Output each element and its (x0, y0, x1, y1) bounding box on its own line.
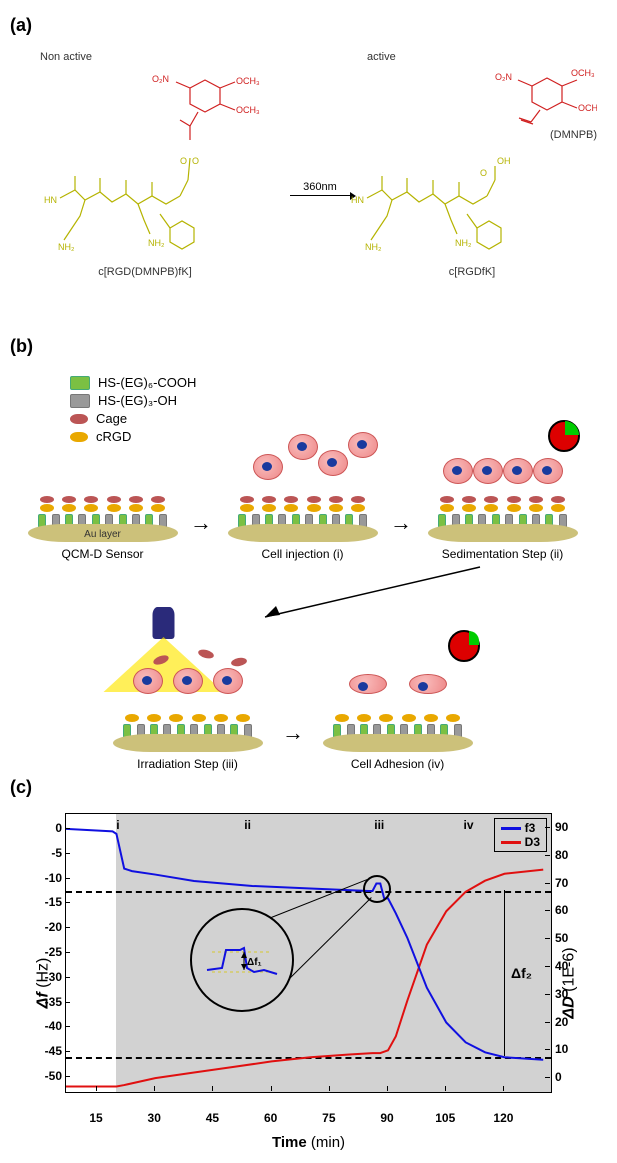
dmnpb-label: (DMNPB) (550, 129, 597, 141)
svg-text:O: O (180, 156, 187, 166)
photolysis-arrow: 360nm (290, 181, 350, 196)
step-label: Cell injection (i) (220, 547, 385, 561)
gray-pillar-icon (70, 394, 90, 408)
svg-text:O: O (192, 156, 199, 166)
step-label: Sedimentation Step (ii) (420, 547, 585, 561)
arrow-icon: → (390, 510, 412, 536)
step-sedimentation: Sedimentation Step (ii) (420, 482, 585, 561)
legend-row: HS-(EG)₆-COOH (70, 375, 196, 390)
svg-text:OCH₃: OCH₃ (236, 76, 260, 86)
diagonal-arrow (250, 562, 490, 632)
chart-legend: f3 D3 (494, 818, 547, 852)
arrow-icon: → (282, 720, 304, 746)
uncaged-structure: active OCH₃ OCH₃ O₂N (DMNPB) OH O (347, 51, 597, 278)
sensor-diagram (323, 692, 473, 752)
green-pillar-icon (70, 376, 90, 390)
panel-b-label: (b) (10, 336, 607, 357)
crgd-icon (70, 432, 88, 442)
au-layer-text: Au layer (28, 529, 178, 540)
step-label: Cell Adhesion (iv) (315, 757, 480, 771)
state-nonactive: Non active (40, 51, 92, 63)
clock-icon (548, 420, 580, 452)
svg-text:NH₂: NH₂ (58, 242, 75, 252)
cage-icon (70, 414, 88, 424)
sensor-diagram (113, 692, 263, 752)
state-active: active (367, 51, 396, 63)
legend-text: Cage (96, 411, 127, 426)
wavelength-label: 360nm (290, 181, 350, 193)
panel-b: HS-(EG)₆-COOH HS-(EG)₃-OH Cage cRGD Au l… (10, 362, 607, 772)
svg-text:HN: HN (351, 195, 364, 205)
uncaged-name: c[RGDfK] (449, 266, 495, 278)
uncaged-molecule-svg: OCH₃ OCH₃ O₂N (DMNPB) OH O HN NH₂ NH₂ (347, 68, 597, 258)
legend-row: Cage (70, 411, 196, 426)
legend-text: cRGD (96, 429, 131, 444)
floating-cells (248, 432, 358, 482)
reaction-arrow-line (290, 195, 350, 196)
svg-text:NH₂: NH₂ (365, 242, 382, 252)
cells-during-irradiation (128, 668, 248, 694)
step-label: Irradiation Step (iii) (105, 757, 270, 771)
step-irradiation: Irradiation Step (iii) (105, 692, 270, 771)
svg-text:O: O (480, 168, 487, 178)
svg-text:O₂N: O₂N (152, 74, 169, 84)
chart-inset: Δf₁ (190, 908, 294, 1012)
svg-text:O₂N: O₂N (495, 72, 512, 82)
legend-text: HS-(EG)₃-OH (98, 393, 177, 408)
caged-molecule-svg: OCH₃ OCH₃ O₂N HN NH₂ NH₂ O O (30, 68, 260, 258)
clock-icon (448, 630, 480, 662)
step-injection: Cell injection (i) (220, 482, 385, 561)
step-adhesion: Cell Adhesion (iv) (315, 692, 480, 771)
adhered-cells (338, 674, 458, 694)
panel-a: Non active OCH₃ OCH₃ O₂N HN NH₂ (10, 41, 607, 331)
sedimented-cells (443, 458, 563, 484)
step-sensor: Au layer QCM-D Sensor (20, 482, 185, 561)
svg-text:NH₂: NH₂ (148, 238, 165, 248)
arrow-icon: → (190, 510, 212, 536)
sensor-diagram (228, 482, 378, 542)
panel-b-legend: HS-(EG)₆-COOH HS-(EG)₃-OH Cage cRGD (70, 372, 196, 447)
svg-text:OCH₃: OCH₃ (571, 68, 595, 78)
svg-text:NH₂: NH₂ (455, 238, 472, 248)
caged-structure: Non active OCH₃ OCH₃ O₂N HN NH₂ (20, 51, 270, 278)
qcm-chart: iiiiiiiv f3 D3 (65, 813, 552, 1093)
legend-row: HS-(EG)₃-OH (70, 393, 196, 408)
sensor-diagram (428, 482, 578, 542)
svg-text:HN: HN (44, 195, 57, 205)
svg-text:OH: OH (497, 156, 511, 166)
legend-text: HS-(EG)₆-COOH (98, 375, 196, 390)
svg-text:OCH₃: OCH₃ (236, 105, 260, 115)
released-cage (230, 657, 247, 668)
sensor-diagram: Au layer (28, 482, 178, 542)
caged-name: c[RGD(DMNPB)fK] (98, 266, 192, 278)
legend-row: cRGD (70, 429, 196, 444)
svg-text:OCH₃: OCH₃ (578, 103, 597, 113)
panel-c: Δf (Hz) ΔD (1E-6) iiiiiiiv f3 D3 Time (m… (10, 813, 607, 1153)
panel-a-label: (a) (10, 15, 607, 36)
plot-area: iiiiiiiv (66, 814, 551, 1092)
panel-c-label: (c) (10, 777, 607, 798)
x-axis-label: Time (min) (10, 1134, 607, 1151)
svg-text:Δf₁: Δf₁ (247, 957, 262, 968)
step-label: QCM-D Sensor (20, 547, 185, 561)
